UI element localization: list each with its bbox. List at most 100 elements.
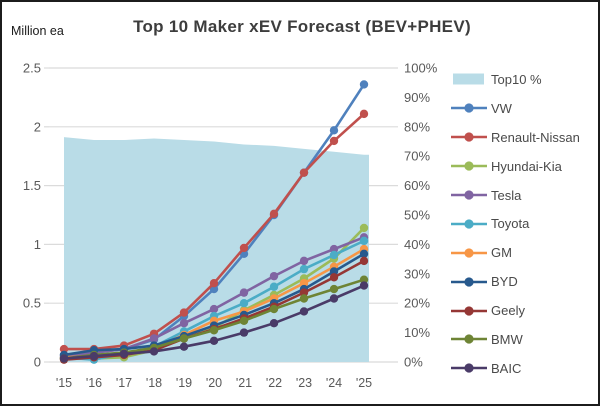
data-point-geely <box>299 288 309 297</box>
data-point-bmw <box>269 304 279 314</box>
data-point-renault-nissan <box>59 344 69 354</box>
data-point-bmw <box>239 316 249 326</box>
data-point-gm <box>299 279 309 288</box>
data-point-tesla <box>329 244 339 254</box>
data-point-renault-nissan <box>299 168 309 177</box>
legend-item-vw: VW <box>449 94 598 123</box>
legend-item-baic: BAIC <box>449 354 598 383</box>
data-point-baic <box>269 318 279 328</box>
right-axis-tick-label: 100% <box>404 61 438 76</box>
legend-marker-bmw-icon <box>451 334 487 345</box>
left-axis-tick-label: 1.5 <box>23 178 41 193</box>
x-axis-tick-label: '18 <box>146 376 162 390</box>
data-point-baic <box>239 328 249 337</box>
data-point-tesla <box>239 288 249 297</box>
data-point-renault-nissan <box>329 136 339 146</box>
data-point-renault-nissan <box>359 109 369 119</box>
x-axis-tick-label: '21 <box>236 376 252 390</box>
data-point-bmw <box>329 284 339 294</box>
legend-label: BYD <box>491 274 518 290</box>
data-point-geely <box>359 256 369 266</box>
left-axis-tick-label: 0.5 <box>23 296 41 311</box>
data-point-renault-nissan <box>239 243 249 253</box>
x-axis-tick-label: '17 <box>116 376 132 390</box>
x-axis-tick-label: '15 <box>56 376 72 390</box>
left-axis-tick-label: 2.5 <box>23 61 41 76</box>
data-point-renault-nissan <box>269 209 279 219</box>
legend-item-tesla: Tesla <box>449 181 598 210</box>
legend-item-top10-pct: Top10 % <box>449 65 598 94</box>
legend-label: GM <box>491 245 512 261</box>
legend-item-bmw: BMW <box>449 325 598 354</box>
legend-item-geely: Geely <box>449 296 598 325</box>
x-axis-tick-label: '23 <box>296 376 312 390</box>
data-point-geely <box>329 273 339 282</box>
data-point-vw <box>359 80 369 89</box>
legend-marker-gm-icon <box>451 248 487 258</box>
data-point-baic <box>209 336 219 346</box>
legend-item-gm: GM <box>449 238 598 267</box>
legend-label: BAIC <box>491 360 522 376</box>
data-point-tesla <box>179 318 189 328</box>
x-axis-tick-label: '19 <box>176 376 192 390</box>
data-point-toyota <box>329 250 339 260</box>
legend-marker-byd-icon <box>451 277 487 287</box>
data-point-tesla <box>209 304 219 314</box>
x-axis-tick-label: '22 <box>266 376 282 390</box>
right-axis-tick-label: 70% <box>404 149 430 164</box>
legend-item-renault-nissan: Renault-Nissan <box>449 123 598 152</box>
right-axis-tick-label: 80% <box>404 119 430 134</box>
data-point-bmw <box>359 275 369 284</box>
legend-label: VW <box>491 100 512 116</box>
data-point-renault-nissan <box>179 308 189 317</box>
right-axis-tick-label: 10% <box>404 325 430 340</box>
legend-marker-geely-icon <box>451 305 487 316</box>
data-point-toyota <box>299 264 309 274</box>
right-axis-tick-label: 30% <box>404 266 430 281</box>
legend-label: Geely <box>491 303 525 319</box>
data-point-baic <box>59 354 69 363</box>
data-point-toyota <box>359 236 369 246</box>
data-point-tesla <box>149 334 159 343</box>
data-point-vw <box>329 126 339 135</box>
data-point-bmw <box>299 294 309 303</box>
data-point-byd <box>359 249 369 259</box>
data-point-tesla <box>269 271 279 281</box>
legend-item-byd: BYD <box>449 267 598 296</box>
left-axis-tick-label: 2 <box>34 119 41 134</box>
right-axis-tick-label: 60% <box>404 178 430 193</box>
legend-marker-baic-icon <box>451 363 487 373</box>
data-point-renault-nissan <box>209 279 219 288</box>
data-point-toyota <box>239 299 249 308</box>
x-axis-tick-label: '24 <box>326 376 342 390</box>
chart-legend: Top10 % VW Renault-Nissan Hyundai-Kia Tesla T… <box>449 65 598 383</box>
x-axis-tick-label: '16 <box>86 376 102 390</box>
x-axis-tick-label: '25 <box>356 376 372 390</box>
legend-item-toyota: Toyota <box>449 209 598 238</box>
right-axis-tick-label: 20% <box>404 296 430 311</box>
data-point-bmw <box>209 326 219 335</box>
legend-marker-tesla-icon <box>451 190 487 200</box>
legend-label: Tesla <box>491 187 522 203</box>
data-point-baic <box>149 347 159 356</box>
left-axis-tick-label: 1 <box>34 237 41 252</box>
area-series-top10-pct <box>64 137 369 362</box>
right-axis-tick-label: 0% <box>404 355 423 370</box>
legend-label: Renault-Nissan <box>491 129 580 145</box>
data-point-baic <box>359 281 369 290</box>
legend-label: Toyota <box>491 216 530 232</box>
legend-item-hyundai-kia: Hyundai-Kia <box>449 152 598 181</box>
data-point-baic <box>89 351 99 361</box>
data-point-baic <box>329 294 339 303</box>
legend-marker-top10-pct-icon <box>453 73 484 85</box>
y-axis-unit-label: Million ea <box>11 24 64 38</box>
legend-marker-vw-icon <box>451 103 487 113</box>
data-point-bmw <box>179 334 189 343</box>
left-axis-tick-label: 0 <box>34 355 41 370</box>
data-point-baic <box>179 342 189 351</box>
data-point-toyota <box>269 282 279 291</box>
data-point-baic <box>299 307 309 316</box>
right-axis-tick-label: 50% <box>404 208 430 223</box>
